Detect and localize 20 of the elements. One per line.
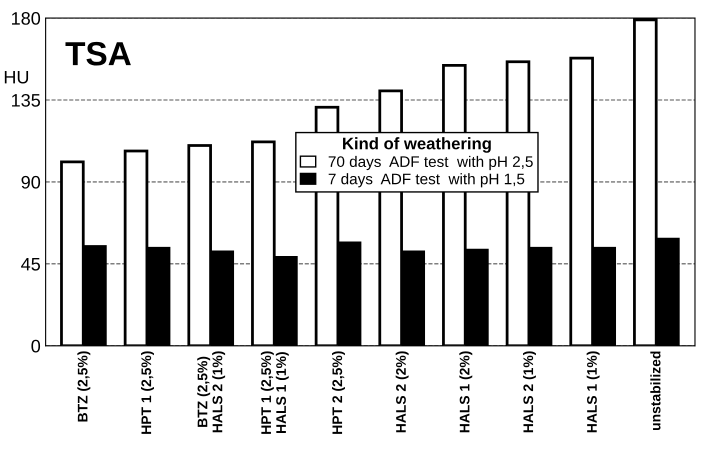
- legend-title: Kind of weathering: [343, 137, 491, 153]
- y-tick-label: 135: [12, 94, 40, 107]
- y-tick-label: 45: [21, 258, 40, 271]
- x-tick-label: HPT 2 (2,5%): [332, 351, 345, 434]
- x-tick-label: unstabilized: [650, 352, 661, 430]
- x-tick-label: HALS 2 (1%): [522, 351, 536, 432]
- x-tick-label: HALS 1 (1%): [586, 351, 600, 432]
- legend-label: 7 days ADF test with pH 1,5: [328, 173, 524, 188]
- x-tick-label: HPT 1 (2,5%) HALS 1 (1%): [260, 351, 289, 434]
- x-tick-label: BTZ (2,5%) HALS 2 (1%): [197, 351, 226, 432]
- x-tick-label: BTZ (2,5%): [77, 351, 90, 422]
- x-tick-label: HALS 2 (2%): [396, 351, 409, 432]
- y-axis-title: HU: [4, 70, 28, 84]
- legend-label: 70 days ADF test with pH 2,5: [328, 156, 533, 170]
- x-tick-label: HPT 1 (2,5%): [141, 351, 154, 434]
- x-tick-label: HALS 1 (2%): [459, 351, 472, 432]
- y-tick-label: 0: [31, 340, 40, 352]
- y-tick-label: 180: [12, 12, 40, 25]
- text: TSA: [65, 42, 131, 66]
- y-tick-label: 90: [22, 176, 40, 189]
